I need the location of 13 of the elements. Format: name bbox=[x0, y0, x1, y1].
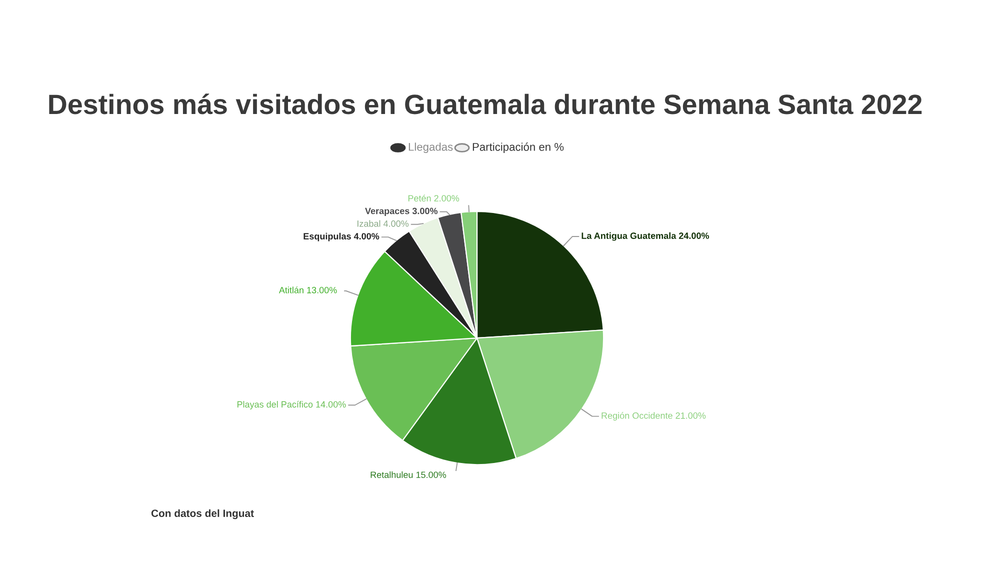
text: Llegadas bbox=[408, 142, 453, 153]
slice-label: Petén 2.00% bbox=[408, 194, 460, 202]
chart-title: Destinos más visitados en Guatemala durante Semana Santa 2022 bbox=[49, 94, 922, 114]
text: Participación en % bbox=[472, 142, 564, 154]
text: Con datos del Inguat bbox=[151, 509, 254, 520]
slice-label: Izabal 4.00% bbox=[357, 220, 409, 227]
slice-label: Esquipulas 4.00% bbox=[304, 232, 380, 242]
slice-label: Verapaces 3.00% bbox=[365, 208, 438, 216]
slice-label: Atitlán 13.00% bbox=[278, 286, 337, 294]
slice-label: La Antigua Guatemala 24.00% bbox=[582, 232, 710, 241]
slice-label: Región Occidente 21.00% bbox=[602, 412, 706, 421]
slice-label: Playas del Pacífico 14.00% bbox=[237, 400, 346, 410]
slice-label: Retalhuleu 15.00% bbox=[370, 471, 446, 478]
